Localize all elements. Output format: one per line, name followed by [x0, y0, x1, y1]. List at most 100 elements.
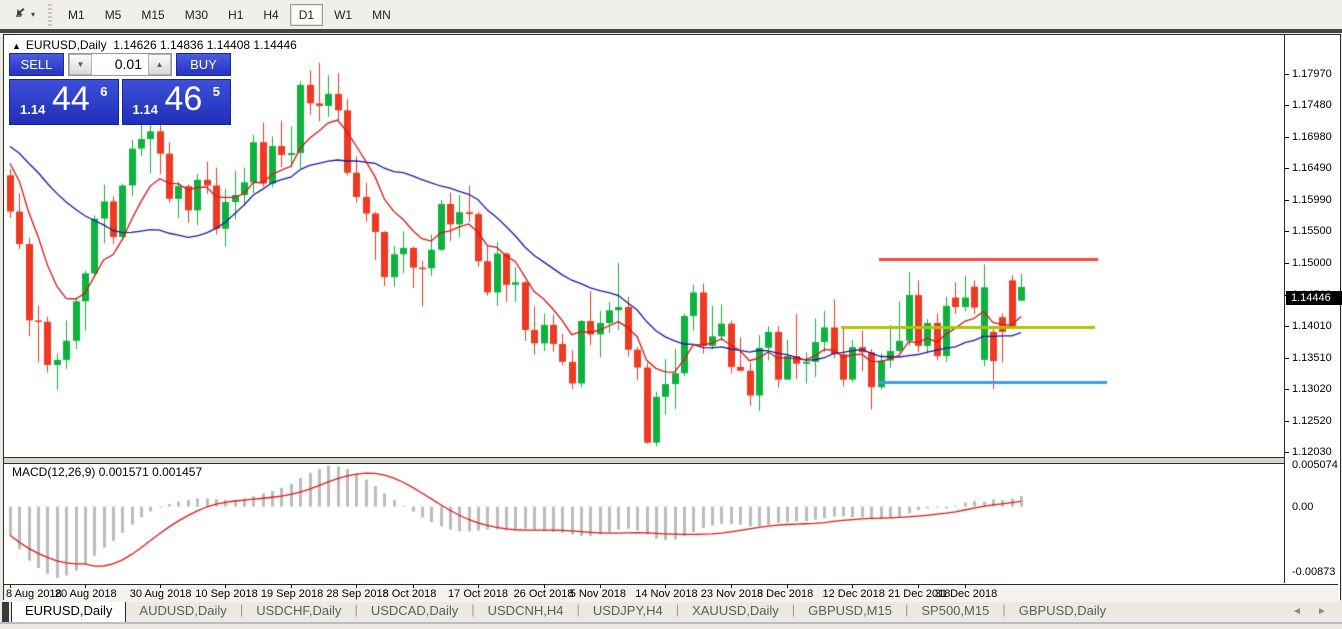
date-axis[interactable]: 8 Aug 2018 20 Aug 2018 30 Aug 2018 10 Sep 2…	[4, 584, 1338, 602]
date-axis-label: 10 Sep 2018	[195, 588, 258, 600]
date-axis-label: 19 Sep 2018	[260, 588, 324, 600]
price-axis-label: 1.15500	[1292, 225, 1332, 238]
price-axis-tick	[1285, 168, 1289, 170]
price-axis-label: 1.15990	[1292, 194, 1332, 207]
chart-symbol: EURUSD,Daily	[25, 38, 107, 52]
buy-button[interactable]: BUY	[176, 53, 231, 76]
price-axis[interactable]: 1.17970 1.17480 1.16980 1.16490 1.15990 1.155…	[1284, 35, 1342, 583]
tab-usdcnh-h4[interactable]: USDCNH,H4	[487, 603, 564, 618]
sell-price-pip: 6	[100, 84, 108, 99]
tab-xauusd-daily[interactable]: XAUUSD,Daily	[692, 603, 779, 618]
tab-eurusd-daily[interactable]: EURUSD,Daily	[11, 600, 127, 622]
sell-price-big: 44	[52, 80, 90, 118]
price-axis-tick	[1285, 420, 1289, 422]
sell-button[interactable]: SELL	[9, 53, 64, 76]
date-axis-label: 20 Aug 2018	[54, 588, 117, 600]
sell-price-prefix: 1.14	[20, 102, 46, 117]
timeframe-button-m15[interactable]: M15	[141, 7, 165, 22]
price-axis-label: 1.12030	[1292, 446, 1332, 459]
timeframe-button-w1[interactable]: W1	[334, 7, 353, 22]
tab-separator: |	[675, 602, 680, 617]
collapse-triangle-icon: ▲	[12, 41, 21, 51]
tab-scroll-right-icon[interactable]: ►	[1317, 606, 1327, 617]
date-axis-label: 12 Dec 2018	[822, 588, 885, 600]
date-axis-label: 8 Aug 2018	[6, 588, 62, 600]
price-axis-label: 1.12520	[1292, 414, 1332, 427]
chart-title: ▲ EURUSD,Daily 1.14626 1.14836 1.14408 1.…	[12, 38, 297, 52]
date-axis-label: 17 Oct 2018	[448, 588, 508, 600]
chart-tab-bar: EURUSD,Daily AUDUSD,Daily | USDCHF,Daily | US…	[0, 600, 1342, 629]
pane-splitter[interactable]	[4, 457, 1284, 464]
tab-strip-edge	[2, 602, 9, 622]
buy-price-box[interactable]: 1.14 46 5	[121, 79, 231, 125]
timeframe-button-m30[interactable]: M30	[184, 7, 209, 22]
tab-sp500-m15[interactable]: SP500,M15	[921, 603, 990, 618]
date-axis-label: 5 Nov 2018	[569, 588, 626, 600]
date-axis-label: 23 Nov 2018	[700, 588, 764, 600]
price-axis-tick	[1285, 326, 1289, 328]
price-axis-tick	[1285, 231, 1289, 233]
date-axis-tick	[412, 585, 414, 588]
chart-tools-button[interactable]: ▾	[7, 2, 40, 27]
timeframes-toolbar: ▾ M1 M5 M15 M30 H1 H4 D1 W1 MN	[0, 0, 1342, 30]
price-axis-tick	[1285, 200, 1289, 202]
chart-ohlc: 1.14626 1.14836 1.14408 1.14446	[113, 38, 297, 52]
tab-usdcad-daily[interactable]: USDCAD,Daily	[370, 603, 459, 618]
price-axis-label: 1.17480	[1292, 99, 1332, 112]
date-axis-label: 21 Dec 2018	[888, 588, 951, 600]
current-price-badge: 1.14446	[1286, 291, 1342, 306]
price-axis-label: 1.13510	[1292, 351, 1332, 364]
timeframe-button-mn[interactable]: MN	[372, 7, 391, 22]
tab-gbpusd-daily[interactable]: GBPUSD,Daily	[1018, 603, 1107, 618]
macd-axis-label: 0.00	[1292, 500, 1314, 513]
date-axis-tick	[84, 585, 86, 588]
date-axis-tick	[478, 585, 480, 588]
date-axis-tick	[159, 585, 161, 588]
tab-scroll-left-icon[interactable]: ◄	[1292, 606, 1302, 617]
chart-window: ▲ EURUSD,Daily 1.14626 1.14836 1.14408 1.…	[3, 34, 1342, 602]
price-axis-tick	[1285, 452, 1289, 454]
price-axis-label: 1.17970	[1292, 68, 1332, 81]
volume-decrease-button[interactable]: ▼	[69, 54, 92, 75]
macd-indicator-label: MACD(12,26,9) 0.001571 0.001457	[12, 465, 203, 479]
date-axis-tick	[852, 585, 854, 588]
timeframe-button-m1[interactable]: M1	[68, 7, 85, 22]
date-axis-tick	[356, 585, 358, 588]
date-axis-tick	[10, 585, 11, 588]
chevron-down-icon: ▾	[31, 10, 36, 19]
date-axis-tick	[225, 585, 227, 588]
tab-usdjpy-h4[interactable]: USDJPY,H4	[592, 603, 663, 618]
chart-canvas[interactable]	[4, 35, 1338, 599]
date-axis-label: 3 Dec 2018	[756, 588, 814, 600]
date-axis-label: 30 Aug 2018	[129, 588, 192, 600]
toolbar-divider	[0, 29, 1342, 33]
date-axis-tick	[543, 585, 545, 588]
date-axis-label: 31 Dec 2018	[934, 588, 998, 600]
timeframe-button-m5[interactable]: M5	[104, 7, 122, 22]
timeframe-button-h4[interactable]: H4	[263, 7, 279, 22]
toolbar-drag-handle[interactable]	[48, 3, 53, 26]
tab-gbpusd-m15[interactable]: GBPUSD,M15	[808, 603, 892, 618]
tab-separator: |	[239, 602, 244, 617]
tab-separator: |	[791, 602, 796, 617]
price-axis-tick	[1285, 137, 1289, 139]
tab-bar-underline	[0, 622, 1342, 624]
tab-audusd-daily[interactable]: AUDUSD,Daily	[139, 603, 227, 618]
tab-usdchf-daily[interactable]: USDCHF,Daily	[256, 603, 342, 618]
sell-price-box[interactable]: 1.14 44 6	[9, 79, 119, 125]
date-axis-tick	[730, 585, 732, 588]
timeframes-icon	[12, 5, 28, 24]
date-axis-label: 26 Oct 2018	[513, 588, 574, 600]
buy-price-big: 46	[164, 80, 203, 118]
tab-separator: |	[904, 602, 909, 617]
volume-input[interactable]: 0.01	[114, 56, 142, 72]
price-axis-tick	[1285, 105, 1289, 107]
price-axis-label: 1.14010	[1292, 320, 1332, 333]
date-axis-label: 28 Sep 2018	[326, 588, 389, 600]
volume-increase-button[interactable]: ▲	[148, 54, 171, 75]
timeframe-button-h1[interactable]: H1	[228, 7, 244, 22]
date-axis-tick	[665, 585, 667, 588]
tab-separator: |	[471, 602, 475, 617]
timeframe-button-d1[interactable]: D1	[289, 3, 324, 26]
